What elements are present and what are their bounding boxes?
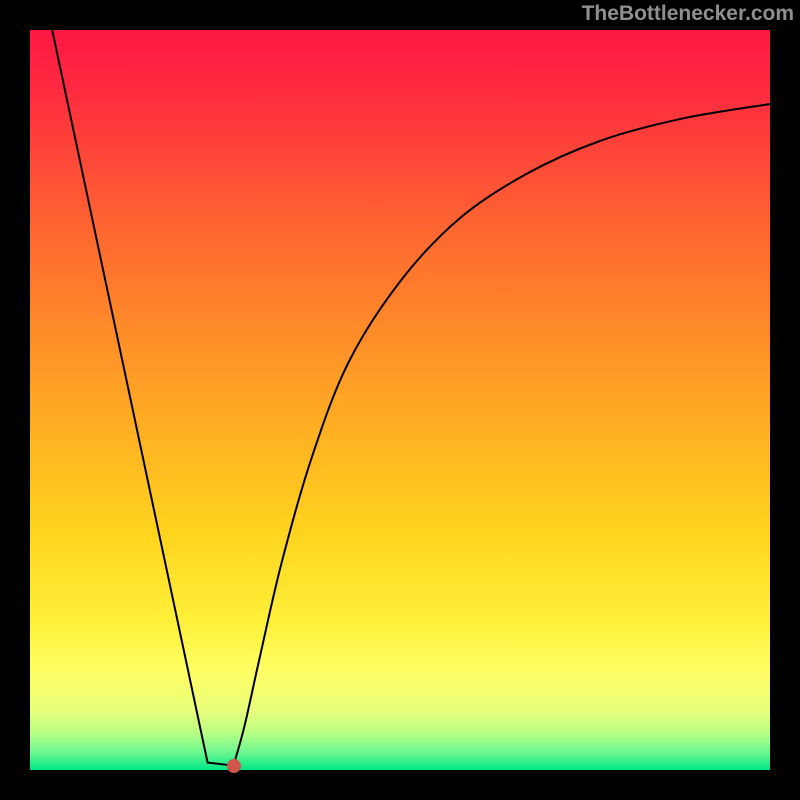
chart-container: TheBottlenecker.com (0, 0, 800, 800)
optimum-marker-icon (227, 759, 241, 773)
watermark-label: TheBottlenecker.com (582, 2, 794, 26)
bottleneck-curve (0, 0, 800, 800)
